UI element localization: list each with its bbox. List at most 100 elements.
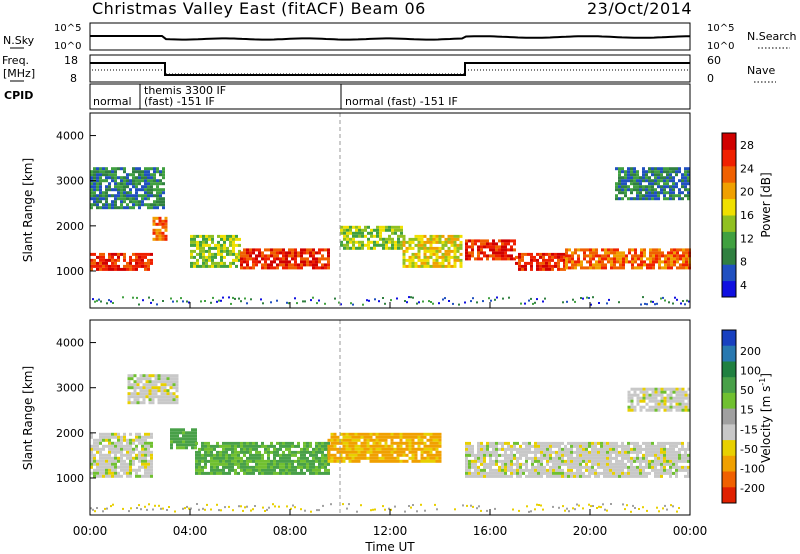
velocity-cell [102,510,104,513]
power-cell [486,242,489,246]
power-cell [111,261,114,265]
power-cell [625,257,628,261]
power-cell [135,200,138,204]
velocity-cell [540,447,543,451]
velocity-cell [519,474,522,478]
velocity-cell [681,396,685,400]
velocity-cell [105,462,108,466]
velocity-cell [513,447,516,451]
power-cell [627,176,630,180]
power-cell [613,251,616,255]
velocity-cell [222,456,225,460]
velocity-cell [206,503,208,506]
power-cell [93,252,96,256]
power-cell [114,173,117,177]
velocity-cell [315,465,318,469]
velocity-cell [534,447,537,451]
velocity-cell [172,386,176,390]
power-cell [190,237,193,241]
velocity-cell [609,450,612,454]
power-cell [507,257,510,261]
velocity-cell [117,465,120,469]
velocity-cell [600,453,603,457]
power-cell [464,301,466,304]
velocity-cell [474,453,477,457]
velocity-cell [99,432,102,436]
power-cell [669,176,672,180]
power-cell [343,246,346,250]
velocity-cell [468,468,471,472]
velocity-cell [603,444,606,448]
velocity-cell [204,453,207,457]
power-cell [96,255,99,259]
velocity-cell [243,465,246,469]
velocity-cell [639,468,642,472]
velocity-cell [102,471,105,475]
velocity-cell [525,462,528,466]
velocity-cell [166,383,170,387]
power-cell [340,243,343,247]
power-cell [102,206,105,210]
power-cell [673,260,676,264]
power-cell [456,237,460,241]
power-cell [235,255,238,259]
xtick-label: 12:00 [373,524,408,538]
velocity-cell [210,468,213,472]
velocity-cell [423,450,427,454]
power-cell [657,197,660,201]
velocity-cell [315,444,318,448]
velocity-cell [240,441,243,445]
power-cell [120,188,123,192]
power-cell [150,179,153,183]
power-cell [447,246,451,250]
velocity-cell [408,432,412,436]
velocity-cell [330,441,334,445]
power-ytick-label: 4000 [56,130,84,143]
power-cell [687,182,690,186]
velocity-cell [381,456,385,460]
velocity-cell [639,459,642,463]
power-cell [417,237,421,241]
velocity-cell [234,459,237,463]
power-cell [670,254,673,258]
velocity-cell [645,465,648,469]
velocity-cell [147,474,150,478]
velocity-cell [297,456,300,460]
power-cell [355,234,358,238]
velocity-cell [627,444,630,448]
power-cell [622,251,625,255]
velocity-cell [123,468,126,472]
power-cell [646,263,649,267]
power-cell [156,179,159,183]
velocity-cell [633,456,636,460]
velocity-cell [435,435,439,439]
velocity-cell [273,465,276,469]
velocity-cell [366,438,370,442]
velocity-cell [642,465,645,469]
power-cell [583,266,586,270]
power-cell [358,231,361,235]
velocity-cell [672,387,676,391]
velocity-cell [157,395,161,399]
power-cell [229,264,232,268]
power-cell [388,234,391,238]
velocity-cell [157,380,161,384]
velocity-cell [558,441,561,445]
velocity-cell [327,456,331,460]
power-cell [343,225,346,229]
power-cell [343,234,346,238]
power-cell [199,246,202,250]
velocity-cell [173,431,176,435]
power-cell [666,185,669,189]
power-cell [276,248,279,252]
power-cell [99,206,102,210]
velocity-cell [594,447,597,451]
power-cell [93,264,96,268]
velocity-cell [157,377,161,381]
power-cell [640,303,642,306]
velocity-cell [191,434,194,438]
power-cell [306,248,309,252]
power-cell [565,251,568,255]
power-cell [607,257,610,261]
power-cell [238,243,241,247]
